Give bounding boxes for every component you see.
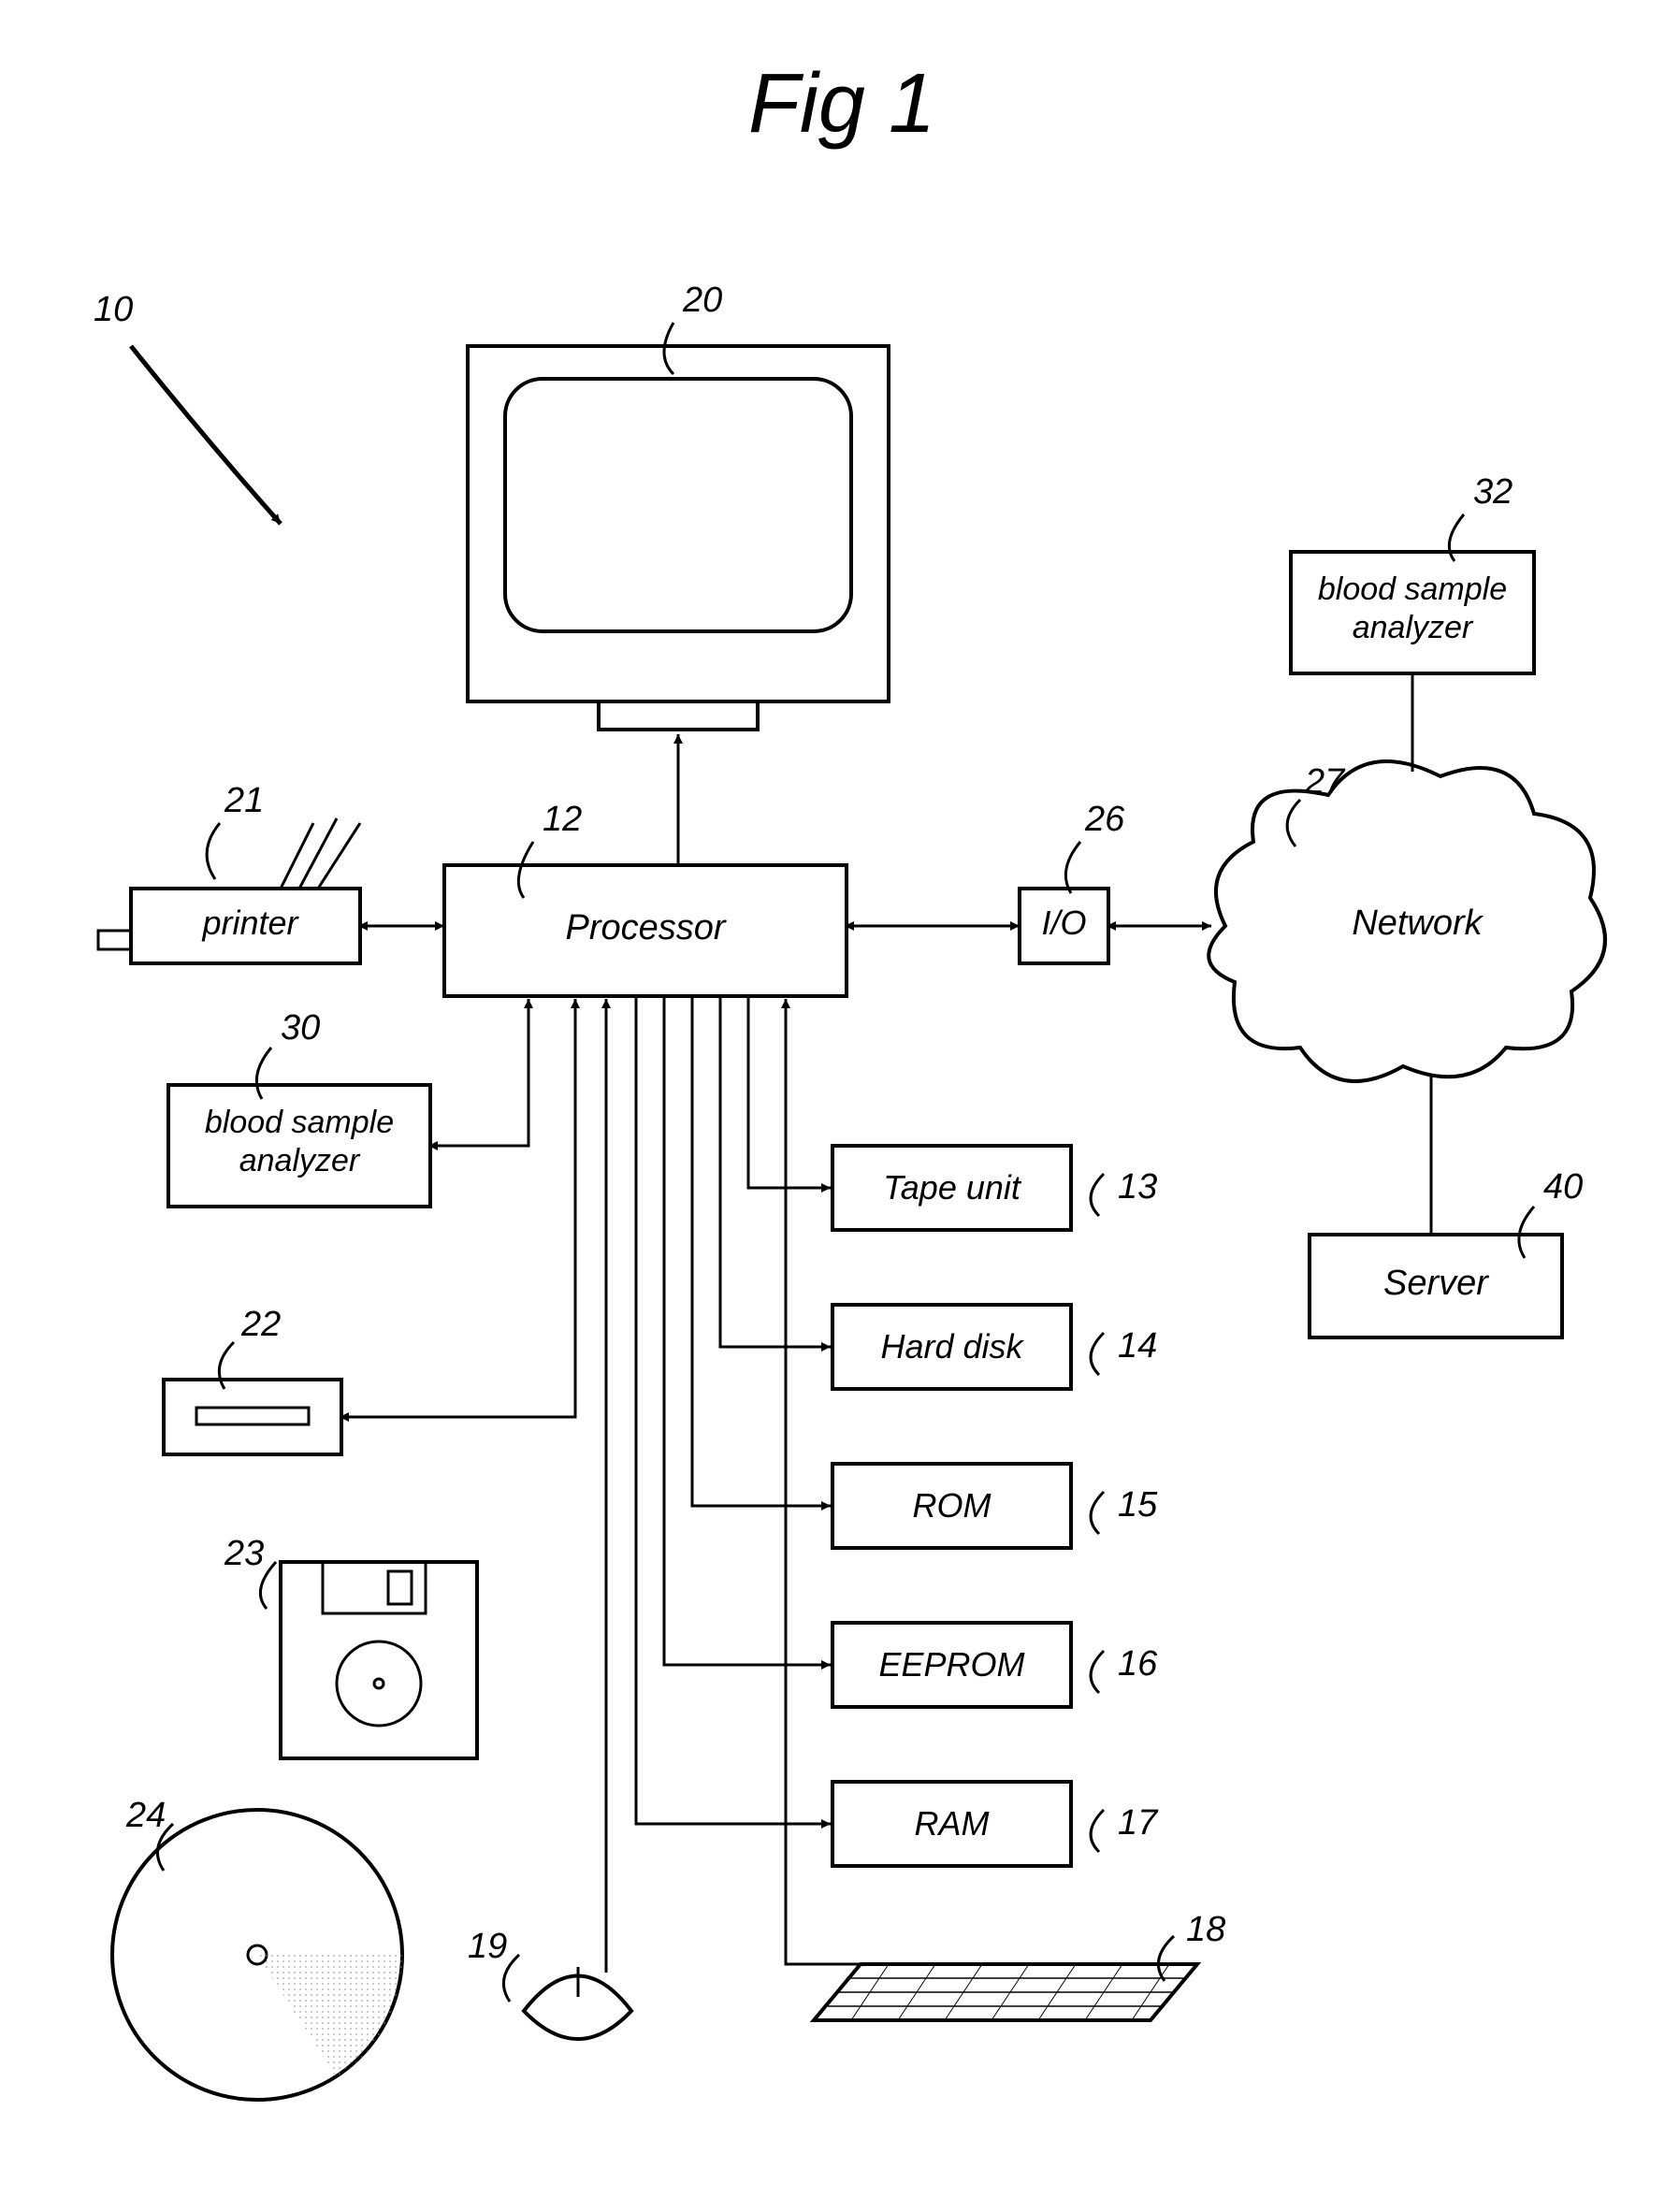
harddisk-label: Hard disk	[832, 1326, 1071, 1366]
printer-label: printer	[140, 903, 360, 943]
tape-label: Tape unit	[832, 1167, 1071, 1207]
cd-icon	[112, 1810, 402, 2100]
ref-20: 20	[683, 281, 722, 321]
ref-17: 17	[1118, 1803, 1157, 1843]
ref-22: 22	[241, 1305, 281, 1345]
tape-box	[832, 1146, 1071, 1230]
ram-label: RAM	[832, 1803, 1071, 1843]
analyzer-local-box	[168, 1085, 430, 1207]
rom-box	[832, 1464, 1071, 1548]
analyzer-remote-box	[1291, 552, 1534, 673]
network-cloud-icon	[1209, 761, 1605, 1081]
eeprom-label: EEPROM	[832, 1644, 1071, 1684]
ref-13: 13	[1118, 1167, 1157, 1207]
ref-16: 16	[1118, 1644, 1157, 1684]
rom-label: ROM	[832, 1485, 1071, 1525]
ref-14: 14	[1118, 1326, 1157, 1366]
harddisk-box	[832, 1305, 1071, 1389]
drive-icon	[164, 1380, 341, 1454]
figure-canvas: Fig 1	[0, 0, 1679, 2212]
processor-label: Processor	[444, 907, 847, 950]
ref-10: 10	[94, 290, 133, 330]
ref-26: 26	[1085, 800, 1124, 840]
monitor-icon	[468, 346, 889, 730]
ref-23: 23	[224, 1534, 264, 1574]
ref-32: 32	[1473, 472, 1513, 513]
floppy-icon	[281, 1562, 477, 1758]
diagram-svg	[0, 0, 1679, 2212]
ref-24: 24	[126, 1796, 166, 1836]
ram-box	[832, 1782, 1071, 1866]
server-box	[1310, 1235, 1562, 1337]
ref-21: 21	[224, 781, 264, 821]
io-box	[1020, 889, 1108, 963]
figure-title: Fig 1	[561, 56, 1122, 152]
analyzer-remote-label: blood sample analyzer	[1291, 571, 1534, 647]
io-label: I/O	[1020, 903, 1108, 943]
server-label: Server	[1310, 1263, 1562, 1306]
ref-40: 40	[1543, 1167, 1583, 1207]
processor-box	[444, 865, 847, 996]
ref-27: 27	[1305, 762, 1344, 802]
ref-15: 15	[1118, 1485, 1157, 1525]
ref-30: 30	[281, 1008, 320, 1048]
mouse-icon	[524, 1967, 631, 2039]
ref-12: 12	[543, 800, 582, 840]
analyzer-local-label: blood sample analyzer	[168, 1104, 430, 1180]
eeprom-box	[832, 1623, 1071, 1707]
keyboard-icon	[814, 1964, 1197, 2020]
ref-19: 19	[468, 1927, 507, 1967]
network-label: Network	[1300, 903, 1534, 946]
printer-icon	[98, 818, 360, 963]
ref-18: 18	[1186, 1910, 1225, 1950]
